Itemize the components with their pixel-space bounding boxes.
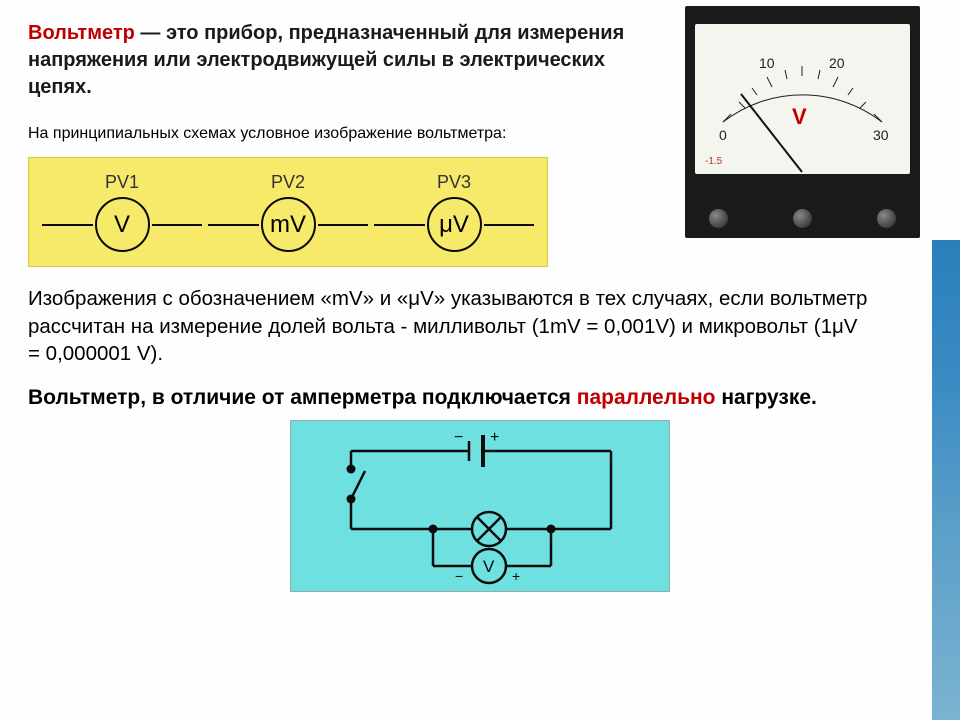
symbol-pv3: PV3 μV [374, 172, 534, 252]
parallel-connection-note: Вольтметр, в отличие от амперметра подкл… [0, 386, 900, 410]
svg-text:-1.5: -1.5 [705, 156, 723, 167]
symbol-label: PV2 [271, 172, 305, 193]
battery-plus: + [490, 429, 499, 446]
mv-uv-note: Изображения с обозначением «mV» и «μV» у… [0, 285, 900, 368]
dial-tick-10: 10 [759, 55, 775, 71]
wire [318, 224, 369, 226]
symbol-circle: mV [261, 197, 316, 252]
circuit-voltmeter-label: V [483, 557, 495, 576]
parallel-highlight: параллельно [577, 386, 716, 409]
decorative-side-stripe [932, 240, 960, 720]
dial-tick-20: 20 [829, 55, 845, 71]
voltmeter-dial: 0 10 20 30 V -1.5 [695, 24, 910, 174]
symbol-circle: μV [427, 197, 482, 252]
schematic-symbols-box: PV1 V PV2 mV PV3 μV [28, 157, 548, 267]
dial-tick-0: 0 [719, 127, 727, 143]
wire [208, 224, 259, 226]
symbol-pv2: PV2 mV [208, 172, 368, 252]
voltmeter-plus: + [512, 568, 520, 584]
symbol-pv1: PV1 V [42, 172, 202, 252]
symbol-circle: V [95, 197, 150, 252]
voltmeter-minus: − [455, 568, 463, 584]
battery-minus: − [454, 429, 463, 446]
circuit-diagram: − + V − + [290, 420, 670, 592]
symbol-label: PV1 [105, 172, 139, 193]
voltmeter-photo: 0 10 20 30 V -1.5 [685, 6, 920, 238]
parallel-pre: Вольтметр, в отличие от амперметра подкл… [28, 386, 577, 409]
parallel-post: нагрузке. [716, 386, 817, 409]
dial-tick-30: 30 [873, 127, 889, 143]
schematic-intro: На принципиальных схемах условное изобра… [28, 125, 548, 143]
wire [484, 224, 535, 226]
terminal-right [877, 209, 896, 228]
terminal-left [709, 209, 728, 228]
wire [152, 224, 203, 226]
dial-unit: V [792, 104, 807, 129]
adjust-knob [793, 209, 812, 228]
wire [42, 224, 93, 226]
definition-text: Вольтметр — это прибор, предназначенный … [28, 20, 652, 101]
wire [374, 224, 425, 226]
symbol-label: PV3 [437, 172, 471, 193]
term-voltmeter: Вольтметр [28, 22, 135, 44]
